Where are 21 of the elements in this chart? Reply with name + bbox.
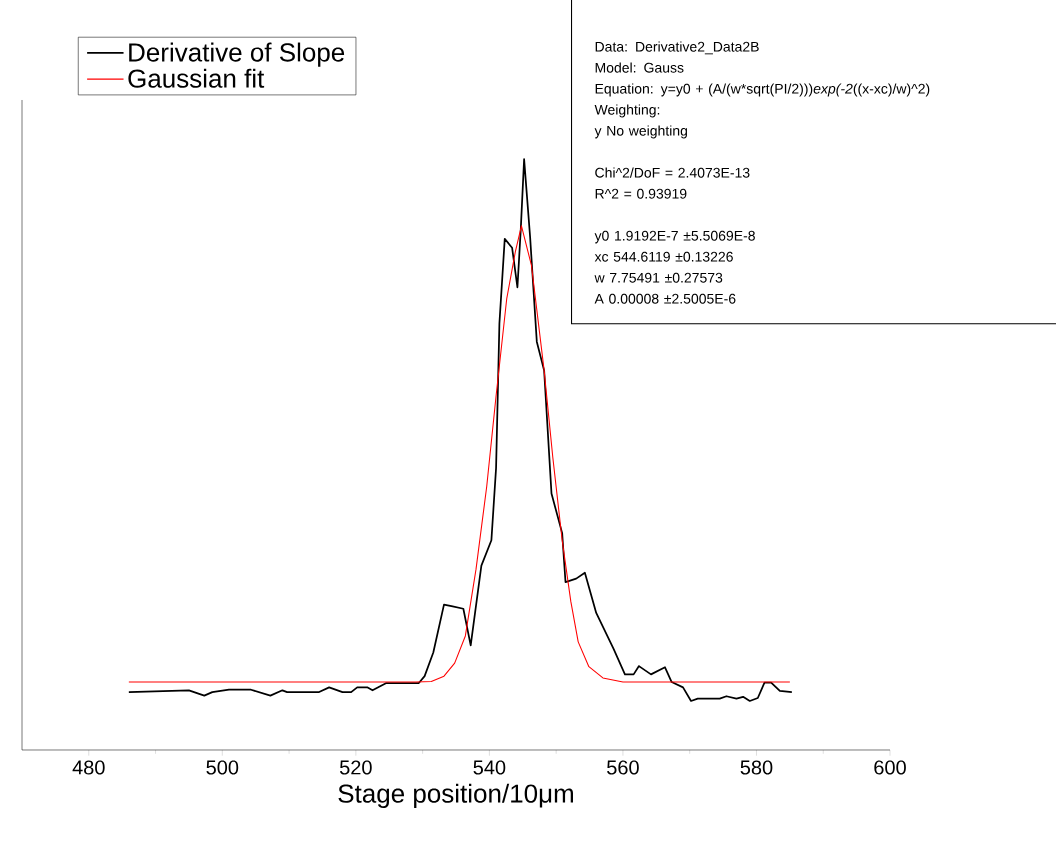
- annotation: w 7.75491 ±0.27573: [594, 272, 723, 283]
- annotation: y0 1.9192E-7 ±5.5069E-8: [594, 230, 755, 244]
- legend-label: Gaussian fit: [128, 68, 265, 88]
- text: Weighting:: [594, 104, 660, 118]
- x-tick-label: 600: [874, 760, 906, 775]
- annotation: R^2 = 0.93919: [595, 188, 687, 199]
- text: Model: Gauss: [595, 62, 684, 73]
- x-tick-label: 500: [206, 760, 239, 775]
- text: Data: Derivative2_Data2B: [595, 41, 759, 55]
- annotation: Chi^2/DoF = 2.4073E-13: [595, 167, 750, 178]
- x-axis-title: Stage position/10μm: [338, 783, 573, 808]
- x-tick-label: 580: [740, 760, 773, 775]
- legend-label: Derivative of Slope: [129, 42, 345, 67]
- x-tick-label: 520: [339, 760, 372, 775]
- x-tick-label: 560: [607, 760, 639, 775]
- text: Equation: y=y0 + (A/(w*sqrt(PI/2)))exp(-2((x-xc)/w)^2): [595, 83, 930, 97]
- x-tick-label: 480: [72, 760, 105, 775]
- text: y No weighting: [594, 125, 687, 139]
- annotation: A 0.00008 ±2.5005E-6: [594, 293, 736, 304]
- annotation: xc 544.6119 ±0.13226: [594, 251, 733, 262]
- x-tick-label: 540: [473, 760, 506, 775]
